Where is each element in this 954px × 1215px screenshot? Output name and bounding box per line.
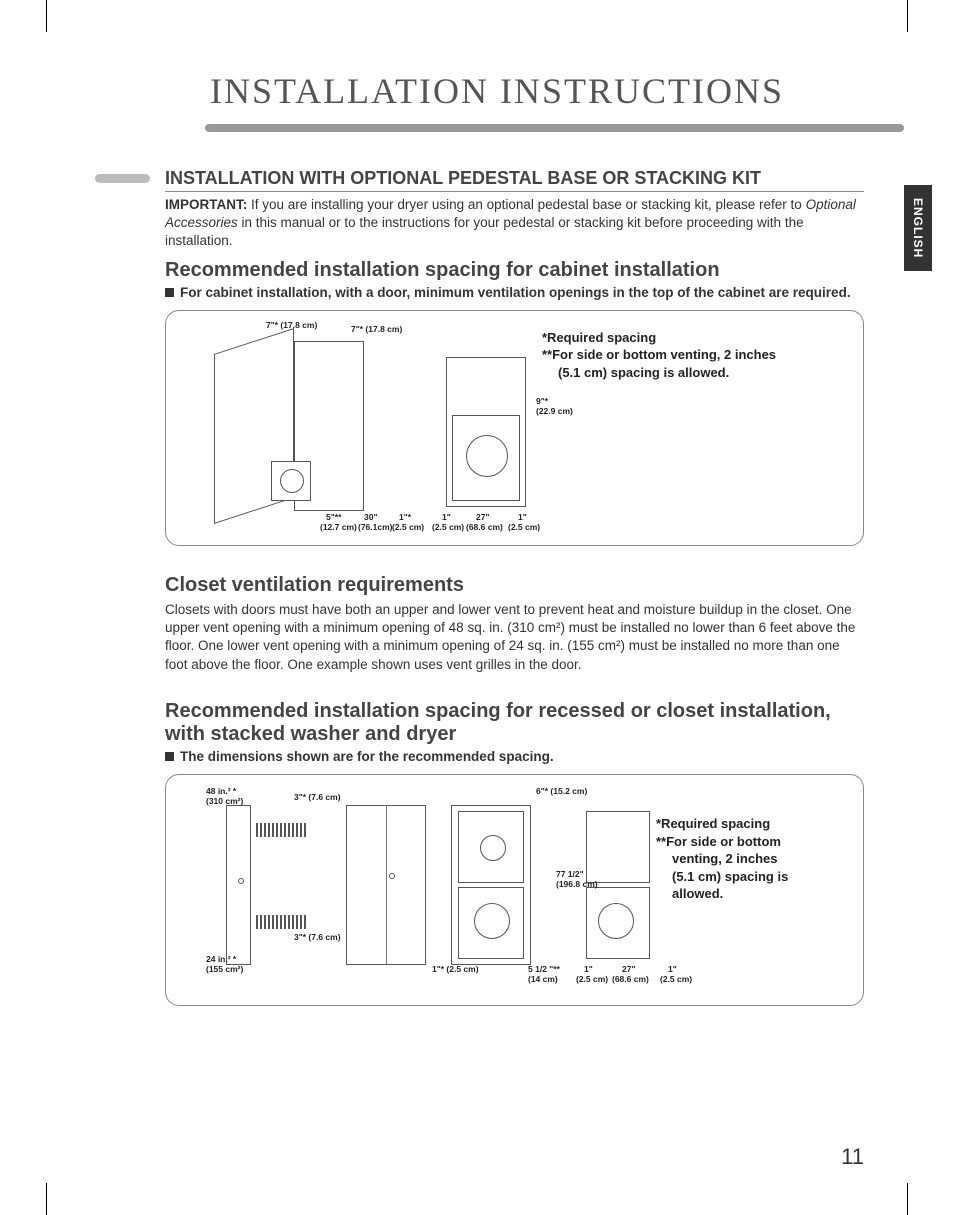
figure-note: venting, 2 inches [656, 850, 826, 868]
important-text: If you are installing your dryer using a… [247, 197, 805, 212]
lower-vent-grille [256, 915, 308, 929]
door-split [386, 805, 387, 965]
dim-label: 6"* (15.2 cm) [536, 787, 587, 796]
dim-label: (310 cm²) [206, 797, 243, 806]
important-text2: in this manual or to the instructions fo… [165, 215, 804, 248]
bullet-text: The dimensions shown are for the recomme… [180, 748, 554, 766]
dim-label: 77 1/2" [556, 870, 584, 879]
dim-label: 7"* (17.8 cm) [266, 321, 317, 330]
dim-label: (14 cm) [528, 975, 558, 984]
figure-note: (5.1 cm) spacing is [656, 868, 826, 886]
bullet-item: For cabinet installation, with a door, m… [165, 284, 864, 302]
figure-note: **For side or bottom venting, 2 inches [542, 346, 812, 364]
section-pill [95, 174, 150, 183]
dim-label: 1" [518, 513, 527, 522]
closet-door-side [226, 805, 251, 965]
dim-label: (68.6 cm) [612, 975, 649, 984]
dim-label: (155 cm²) [206, 965, 243, 974]
dim-label: 30" [364, 513, 378, 522]
dim-label: (2.5 cm) [432, 523, 464, 532]
dim-label: 1"* [399, 513, 411, 522]
upper-vent-grille [256, 823, 308, 837]
door-knob-icon [238, 878, 244, 884]
dim-label: 27" [622, 965, 636, 974]
language-tab: ENGLISH [904, 185, 932, 271]
dim-label: (76.1cm) [358, 523, 393, 532]
dryer-unit [586, 811, 650, 883]
washer-door-icon [474, 903, 510, 939]
dim-label: (2.5 cm) [576, 975, 608, 984]
important-paragraph: IMPORTANT: If you are installing your dr… [165, 196, 864, 251]
figure-note: *Required spacing [542, 329, 812, 347]
dim-label: (12.7 cm) [320, 523, 357, 532]
dim-label: (2.5 cm) [392, 523, 424, 532]
dim-label: 7"* (17.8 cm) [351, 325, 402, 334]
dryer-door-icon [480, 835, 506, 861]
dim-label: 9"* [536, 397, 548, 406]
dryer-door-icon [280, 469, 304, 493]
title-rule [205, 124, 904, 132]
dim-label: (68.6 cm) [466, 523, 503, 532]
door-knob-icon [389, 873, 395, 879]
dim-label: 5 1/2 "** [528, 965, 560, 974]
figure-note: **For side or bottom [656, 833, 826, 851]
crop-mark [907, 0, 908, 32]
dim-label: 1" [584, 965, 593, 974]
figure-note: *Required spacing [656, 815, 826, 833]
crop-mark [46, 0, 47, 32]
dim-label: 3"* (7.6 cm) [294, 933, 341, 942]
crop-mark [907, 1183, 908, 1215]
page-number: 11 [841, 1144, 864, 1170]
crop-mark [46, 1183, 47, 1215]
bullet-item: The dimensions shown are for the recomme… [165, 748, 864, 766]
important-label: IMPORTANT: [165, 197, 247, 212]
dim-label: 27" [476, 513, 490, 522]
subsection-heading: Closet ventilation requirements [165, 574, 864, 597]
subsection-heading: Recommended installation spacing for rec… [165, 700, 864, 746]
dim-label: 24 in.² * [206, 955, 236, 964]
figure-stacked-spacing: 48 in.² * (310 cm²) 3"* (7.6 cm) 3"* (7.… [165, 774, 864, 1006]
dryer-door-icon [466, 435, 508, 477]
dim-label: 1"* (2.5 cm) [432, 965, 479, 974]
bullet-square-icon [165, 752, 174, 761]
section-heading: INSTALLATION WITH OPTIONAL PEDESTAL BASE… [165, 168, 864, 192]
figure-note: allowed. [656, 885, 826, 903]
subsection-heading: Recommended installation spacing for cab… [165, 259, 864, 282]
figure-cabinet-spacing: 7"* (17.8 cm) 7"* (17.8 cm) 9"* (22.9 cm… [165, 310, 864, 546]
paragraph: Closets with doors must have both an upp… [165, 601, 864, 674]
page-title: INSTALLATION INSTRUCTIONS [90, 70, 904, 112]
bullet-text: For cabinet installation, with a door, m… [180, 284, 851, 302]
dim-label: 3"* (7.6 cm) [294, 793, 341, 802]
dim-label: 5"** [326, 513, 341, 522]
dim-label: (2.5 cm) [660, 975, 692, 984]
figure-note: (5.1 cm) spacing is allowed. [542, 364, 812, 382]
dim-label: 1" [668, 965, 677, 974]
washer-door-icon [598, 903, 634, 939]
page-content: INSTALLATION INSTRUCTIONS ENGLISH INSTAL… [90, 60, 904, 1175]
dim-label: (22.9 cm) [536, 407, 573, 416]
dim-label: (196.8 cm) [556, 880, 598, 889]
bullet-square-icon [165, 288, 174, 297]
dim-label: 48 in.² * [206, 787, 236, 796]
dim-label: (2.5 cm) [508, 523, 540, 532]
dim-label: 1" [442, 513, 451, 522]
